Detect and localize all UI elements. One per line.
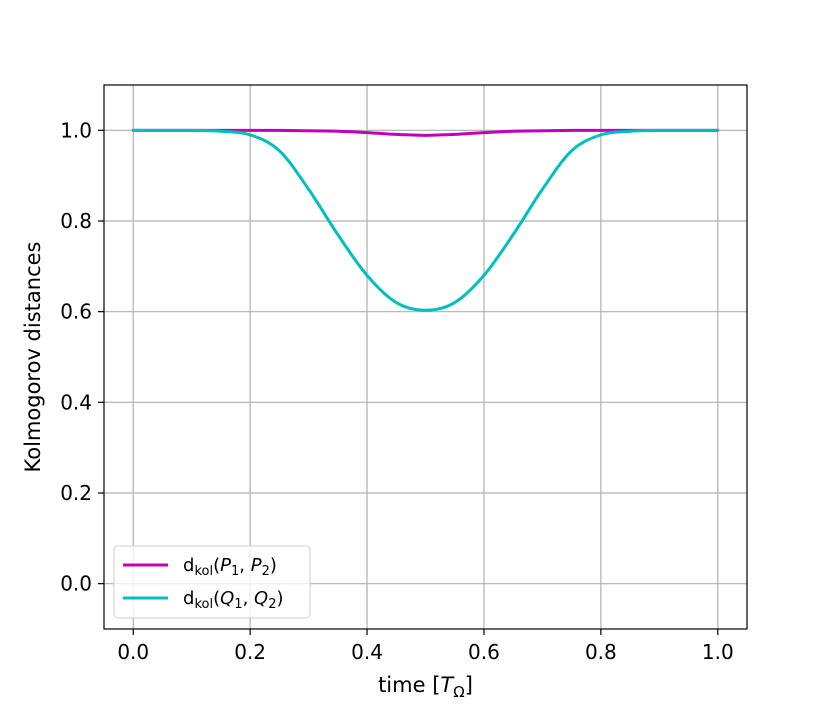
x-tick-label: 0.4: [351, 640, 383, 664]
x-tick-label: 0.8: [585, 640, 617, 664]
y-tick-label: 0.6: [60, 300, 92, 324]
y-tick-label: 0.4: [60, 390, 92, 414]
y-axis-label: Kolmogorov distances: [21, 242, 45, 473]
x-tick-label: 0.6: [468, 640, 500, 664]
x-tick-label: 1.0: [702, 640, 734, 664]
series-line-q: [131, 128, 720, 312]
x-tick-label: 0.0: [117, 640, 149, 664]
legend: dkol(P1, P2) dkol(Q1, Q2): [113, 545, 311, 619]
plot-area: [104, 85, 747, 629]
series-layer: [131, 128, 720, 312]
grid: [104, 85, 747, 629]
ticks: [98, 129, 719, 635]
y-tick-label: 1.0: [60, 118, 92, 142]
x-tick-label: 0.2: [234, 640, 266, 664]
legend-label-q: dkol(Q1, Q2): [183, 588, 284, 612]
y-tick-label: 0.0: [60, 572, 92, 596]
y-tick-label: 0.8: [60, 209, 92, 233]
legend-label-p: dkol(P1, P2): [183, 555, 277, 579]
tick-labels: 0.0 0.2 0.4 0.6 0.8 1.0 0.0 0.2 0.4 0.6 0.8 1.0: [60, 118, 733, 664]
plot-frame: [103, 84, 748, 630]
y-tick-label: 0.2: [60, 481, 92, 505]
x-axis-label: time [TΩ]: [378, 673, 473, 701]
